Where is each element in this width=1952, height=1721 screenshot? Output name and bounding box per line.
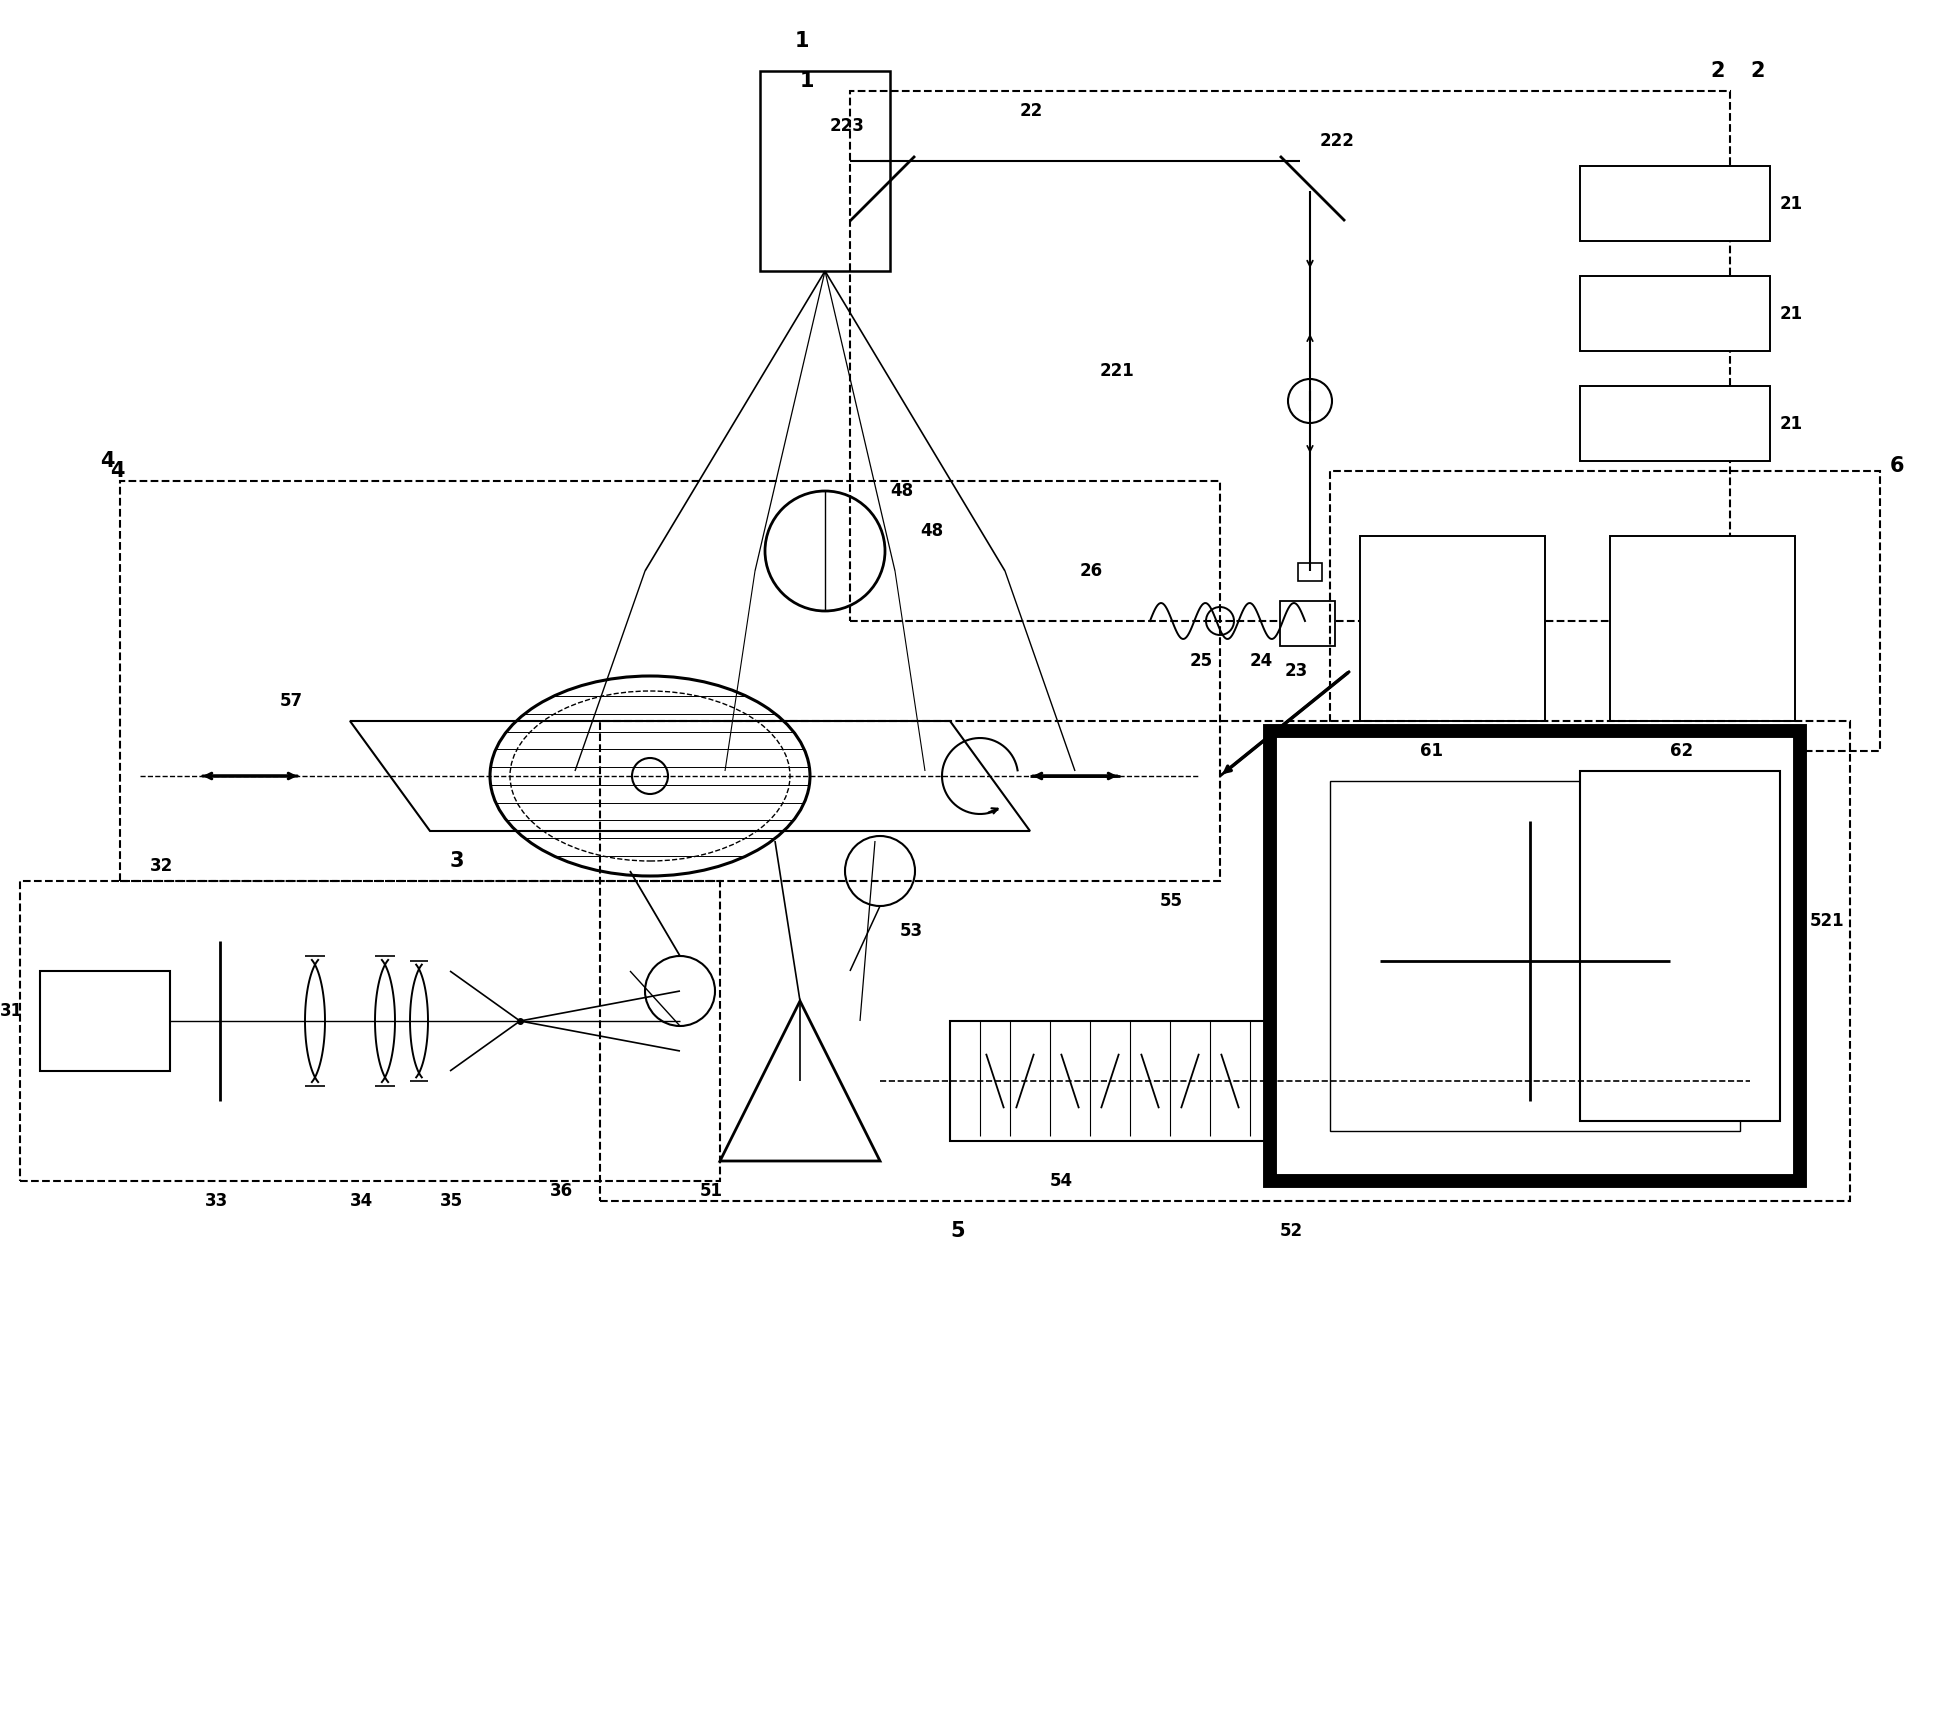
Bar	[599, 721, 1850, 1201]
Bar	[1361, 535, 1544, 721]
Text: 221: 221	[1101, 361, 1134, 380]
Text: 1: 1	[800, 71, 814, 91]
Bar	[1329, 781, 1739, 1131]
Bar	[1329, 472, 1880, 750]
Bar	[119, 480, 1220, 881]
Text: 4: 4	[100, 451, 115, 472]
Text: 24: 24	[1249, 652, 1273, 669]
Bar	[1298, 563, 1322, 582]
Text: 61: 61	[1419, 742, 1443, 761]
Text: 1: 1	[794, 31, 810, 52]
Text: 222: 222	[1320, 133, 1355, 150]
Text: 2: 2	[1710, 60, 1724, 81]
Text: 32: 32	[150, 857, 174, 874]
Text: 31: 31	[0, 1002, 23, 1021]
Text: 25: 25	[1191, 652, 1212, 669]
Text: 23: 23	[1284, 663, 1308, 680]
Text: 223: 223	[830, 117, 865, 134]
Text: 6: 6	[1890, 456, 1905, 477]
Bar	[1281, 601, 1335, 645]
Text: 3: 3	[451, 850, 465, 871]
Bar	[1579, 386, 1770, 461]
Text: 52: 52	[1281, 1222, 1304, 1241]
Bar	[39, 971, 170, 1070]
Text: 48: 48	[890, 482, 914, 501]
Text: 5: 5	[951, 1220, 964, 1241]
Text: 4: 4	[109, 461, 125, 480]
Text: 36: 36	[550, 1182, 574, 1200]
Text: 51: 51	[701, 1182, 722, 1200]
Text: 62: 62	[1671, 742, 1692, 761]
Bar	[759, 71, 890, 270]
Text: 521: 521	[1810, 912, 1845, 929]
Text: 21: 21	[1780, 415, 1804, 434]
Bar	[951, 1021, 1300, 1141]
Bar	[1579, 165, 1770, 241]
Text: 21: 21	[1780, 305, 1804, 324]
Bar	[849, 91, 1729, 621]
Bar	[20, 881, 720, 1181]
Text: 34: 34	[349, 1193, 373, 1210]
Text: 48: 48	[919, 521, 943, 540]
Text: 57: 57	[279, 692, 303, 711]
Text: 21: 21	[1780, 194, 1804, 213]
Bar	[1579, 275, 1770, 351]
Bar	[1271, 731, 1800, 1181]
Text: 22: 22	[1021, 102, 1042, 120]
Text: 53: 53	[900, 922, 923, 940]
Bar	[1579, 771, 1780, 1120]
Bar	[1610, 535, 1796, 721]
Text: 55: 55	[1159, 891, 1183, 910]
Text: 26: 26	[1079, 563, 1103, 580]
Text: 2: 2	[1751, 60, 1765, 81]
Text: 33: 33	[205, 1193, 228, 1210]
Text: 54: 54	[1050, 1172, 1074, 1189]
Text: 35: 35	[439, 1193, 463, 1210]
